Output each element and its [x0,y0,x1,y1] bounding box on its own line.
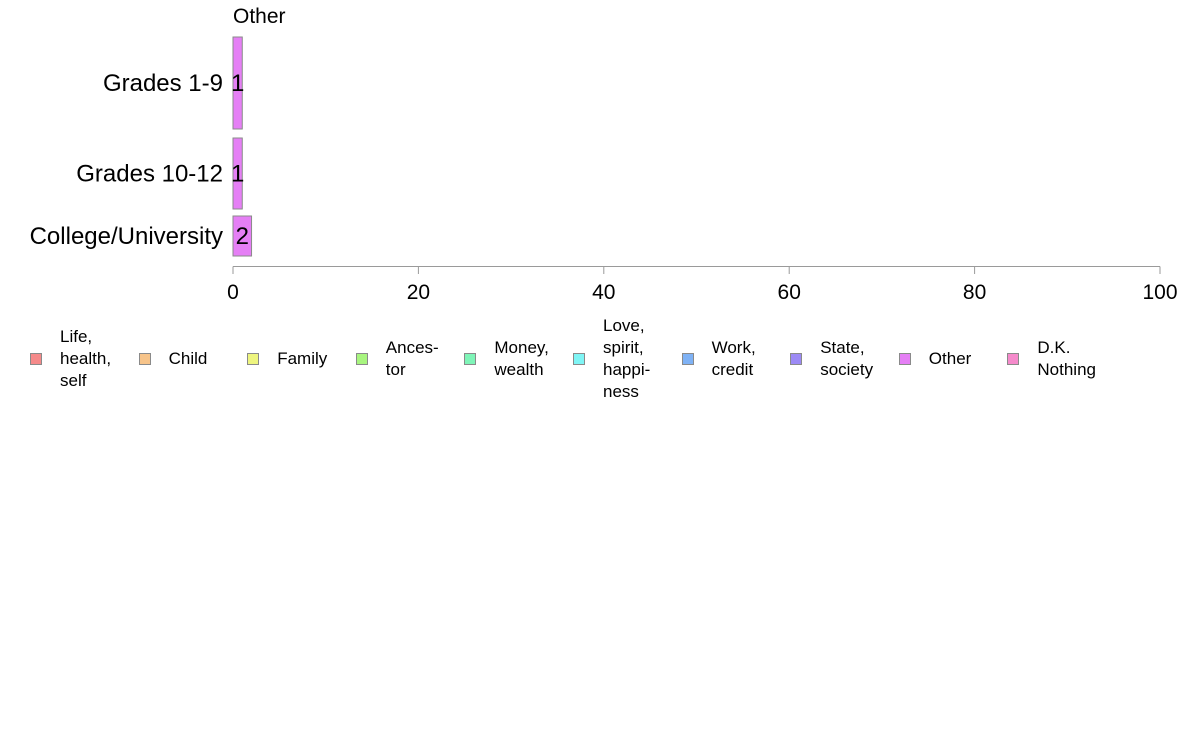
x-tick-label: 60 [778,281,801,300]
legend-swatch [681,353,694,365]
legend-swatch [138,353,151,365]
legend-item: Life, health, self [30,316,111,402]
legend-label: D.K. Nothing [1037,338,1096,379]
legend-swatch [30,353,42,365]
legend-label: State, society [820,338,874,379]
legend-label: Love, spirit, happi- ness [603,316,651,401]
x-tick-label: 20 [407,281,430,300]
category-label: Grades 10-12 [76,161,223,188]
legend-label: Money, wealth [494,338,549,379]
bar-1 [232,36,243,130]
bar-3 [232,215,253,257]
bar-2 [232,137,243,210]
legend-label: Ances- tor [385,338,439,379]
legend-item: State, society [790,316,873,402]
legend-item: Ances- tor [355,316,439,402]
bar-value-label: 2 [236,223,249,250]
legend-item: Love, spirit, happi- ness [573,316,650,402]
legend-label: Child [168,349,208,368]
category-label: Grades 1-9 [103,70,223,97]
legend-item: Child [138,316,208,402]
legend-swatch [355,353,368,365]
legend-swatch [898,353,911,365]
legend-item: Work, credit [681,316,756,402]
legend-item: D.K. Nothing [1007,316,1096,402]
bar-value-label: 1 [231,161,244,188]
legend-item: Other [898,316,972,402]
legend-swatch [790,353,803,365]
legend-label: Work, credit [711,338,756,379]
legend-swatch [247,353,260,365]
legend: Life, health, self Child Family Ances- tor M… [30,316,1180,406]
legend-label: Life, health, self [60,327,112,390]
legend-item: Family [247,316,327,402]
chart-title: Other [233,5,286,28]
legend-swatch [464,353,477,365]
legend-label: Other [928,349,972,368]
bar-chart: Other 1 Grades 1-9 1 Grades 10-12 2 College/U… [30,5,1178,300]
category-label: College/University [30,223,223,250]
legend-swatch [573,353,585,365]
bar-value-label: 1 [231,70,244,97]
legend-label: Family [277,349,328,368]
x-tick-label: 100 [1142,281,1177,300]
x-tick-label: 0 [227,281,239,300]
x-tick-label: 80 [963,281,986,300]
legend-item: Money, wealth [464,316,549,402]
x-tick-label: 40 [592,281,615,300]
legend-swatch [1007,353,1020,365]
